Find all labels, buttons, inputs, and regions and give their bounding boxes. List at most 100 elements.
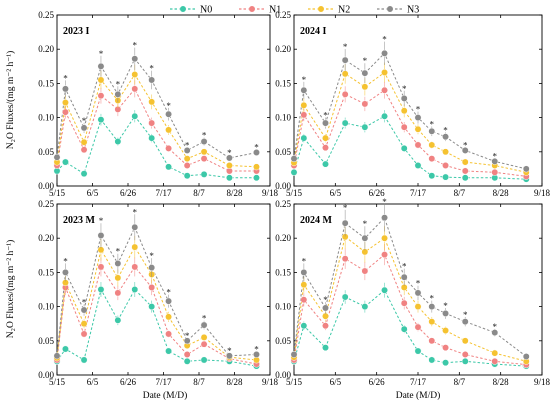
panel-4-point-n1 [322,322,329,330]
panel-2-point-n3 [400,94,408,102]
legend-label-n1: N1 [269,5,281,16]
panel-4-point-n0 [322,344,329,352]
panel-1-point-n2 [183,155,191,163]
panel-2-point-n0 [300,134,308,142]
panel-3-point-n1 [114,289,122,297]
panel-1-point-n0 [97,116,105,124]
panel-2-significance-star: * [463,140,468,150]
panel-3-y-tick-label: 0.05 [38,336,54,346]
panel-2-point-n0 [428,172,436,180]
panel-3-significance-star: * [185,331,190,341]
panel-2-significance-star: * [382,35,387,45]
panel-2-point-n2 [361,83,369,91]
panel-4-title: 2024 M [300,215,333,226]
panel-4-x-tick-label: 5/15 [286,377,303,387]
panel-2-y-tick-label: 0.00 [275,181,291,191]
panel-4-point-n1 [400,299,408,307]
panel-2-point-n0 [414,162,422,169]
panel-4-point-n3 [361,234,369,242]
panel-3-significance-star: * [99,216,104,226]
panel-1-significance-star: * [116,79,121,89]
panel-2-x-tick-label: 6/26 [369,188,386,198]
panel-4-significance-star: * [302,256,307,266]
panel-4-y-tick-label: 0.15 [275,267,291,277]
panel-1-point-n2 [62,99,69,107]
panel-1-point-n3 [80,124,88,132]
panel-2-point-n1 [400,123,408,131]
panel-3-point-n2 [80,320,88,328]
panel-2-point-n0 [322,160,329,168]
panel-2-point-n2 [322,134,329,142]
panel-2-point-n3 [522,165,530,173]
panel-1-series-line-n0 [56,115,257,179]
panel-2-point-n1 [322,144,329,152]
panel-1-point-n0 [165,163,173,171]
panel-4-significance-star: * [402,262,407,272]
panel-3-x-tick-label: 9/18 [262,377,279,387]
panel-4-point-n2 [381,234,388,242]
panel-2-point-n2 [442,148,450,156]
panel-1-point-n2 [200,148,208,156]
panel-2-point-n2 [461,158,469,166]
panel-1-point-n0 [253,174,260,182]
panel-3-point-n1 [200,340,208,348]
panel-1-point-n3 [200,138,208,145]
panel-3-point-n3 [80,306,88,314]
panel-4-point-n1 [414,323,422,331]
panel-3-significance-star: * [227,346,232,356]
panel-3-point-n2 [114,274,122,282]
panel-2-y-tick-label: 0.10 [275,113,291,123]
panel-1-point-n0 [200,170,208,178]
panel-2-point-n2 [428,141,436,149]
panel-3-point-n1 [131,263,139,271]
panel-3-point-n2 [131,243,139,251]
legend-marker-n3 [386,5,394,13]
panel-4-point-n3 [400,273,408,281]
panel-4-point-n2 [414,303,422,311]
panel-3-series-line-n1 [56,265,257,365]
panel-3-point-n0 [97,286,105,293]
panel-4-significance-star: * [323,295,328,305]
panel-4-significance-star: * [443,301,448,311]
panel-2-point-n0 [290,168,298,176]
panel-1-point-n0 [131,112,139,120]
panel-3-y-tick-label: 0.00 [38,370,54,380]
panel-1-significance-star: * [63,73,68,83]
panel-1-y-tick-label: 0.20 [38,44,54,54]
panel-4-x-tick-label: 9/18 [534,377,550,387]
panel-4-significance-star: * [493,322,498,332]
panel-1-point-n2 [148,98,156,106]
panel-2-point-n2 [300,101,308,109]
panel-1-point-n0 [225,174,233,182]
panel-3-point-n3 [114,260,122,267]
panel-2-point-n2 [400,107,408,115]
panel-1-point-n2 [165,126,173,134]
legend-marker-n2 [317,5,325,13]
panel-3-significance-star: * [63,256,68,266]
panel-2-significance-star: * [302,75,307,85]
panel-3-x-tick-label: 8/28 [226,377,243,387]
panel-2-point-n1 [461,167,469,175]
panel-2-point-n3 [381,49,388,57]
panel-3-frame [56,203,271,376]
panel-1-significance-star: * [254,142,259,152]
panel-1-point-n3 [183,146,191,154]
panel-3-point-n1 [97,263,105,271]
panel-2-point-n3 [428,127,436,135]
panel-4-point-n1 [491,357,499,365]
panel-3-point-n3 [97,232,105,239]
panel-3-y-tick-label: 0.15 [38,267,54,277]
panel-3-point-n3 [148,264,156,272]
panel-3-point-n2 [165,313,173,321]
panel-4-point-n0 [414,347,422,355]
panel-1-significance-star: * [202,131,207,141]
panel-1-point-n3 [131,55,139,63]
panel-3-significance-star: * [82,297,87,307]
panel-1-frame [56,14,271,187]
panel-3-series-line-n3 [56,226,257,357]
panel-3-point-n0 [62,345,69,353]
panel-4-point-n0 [442,359,450,367]
y-axis-title-top: N₂O Fluxes/(mg m⁻² h⁻¹) [5,51,16,149]
panel-4-significance-star: * [343,203,348,213]
panel-1-point-n1 [183,162,191,169]
